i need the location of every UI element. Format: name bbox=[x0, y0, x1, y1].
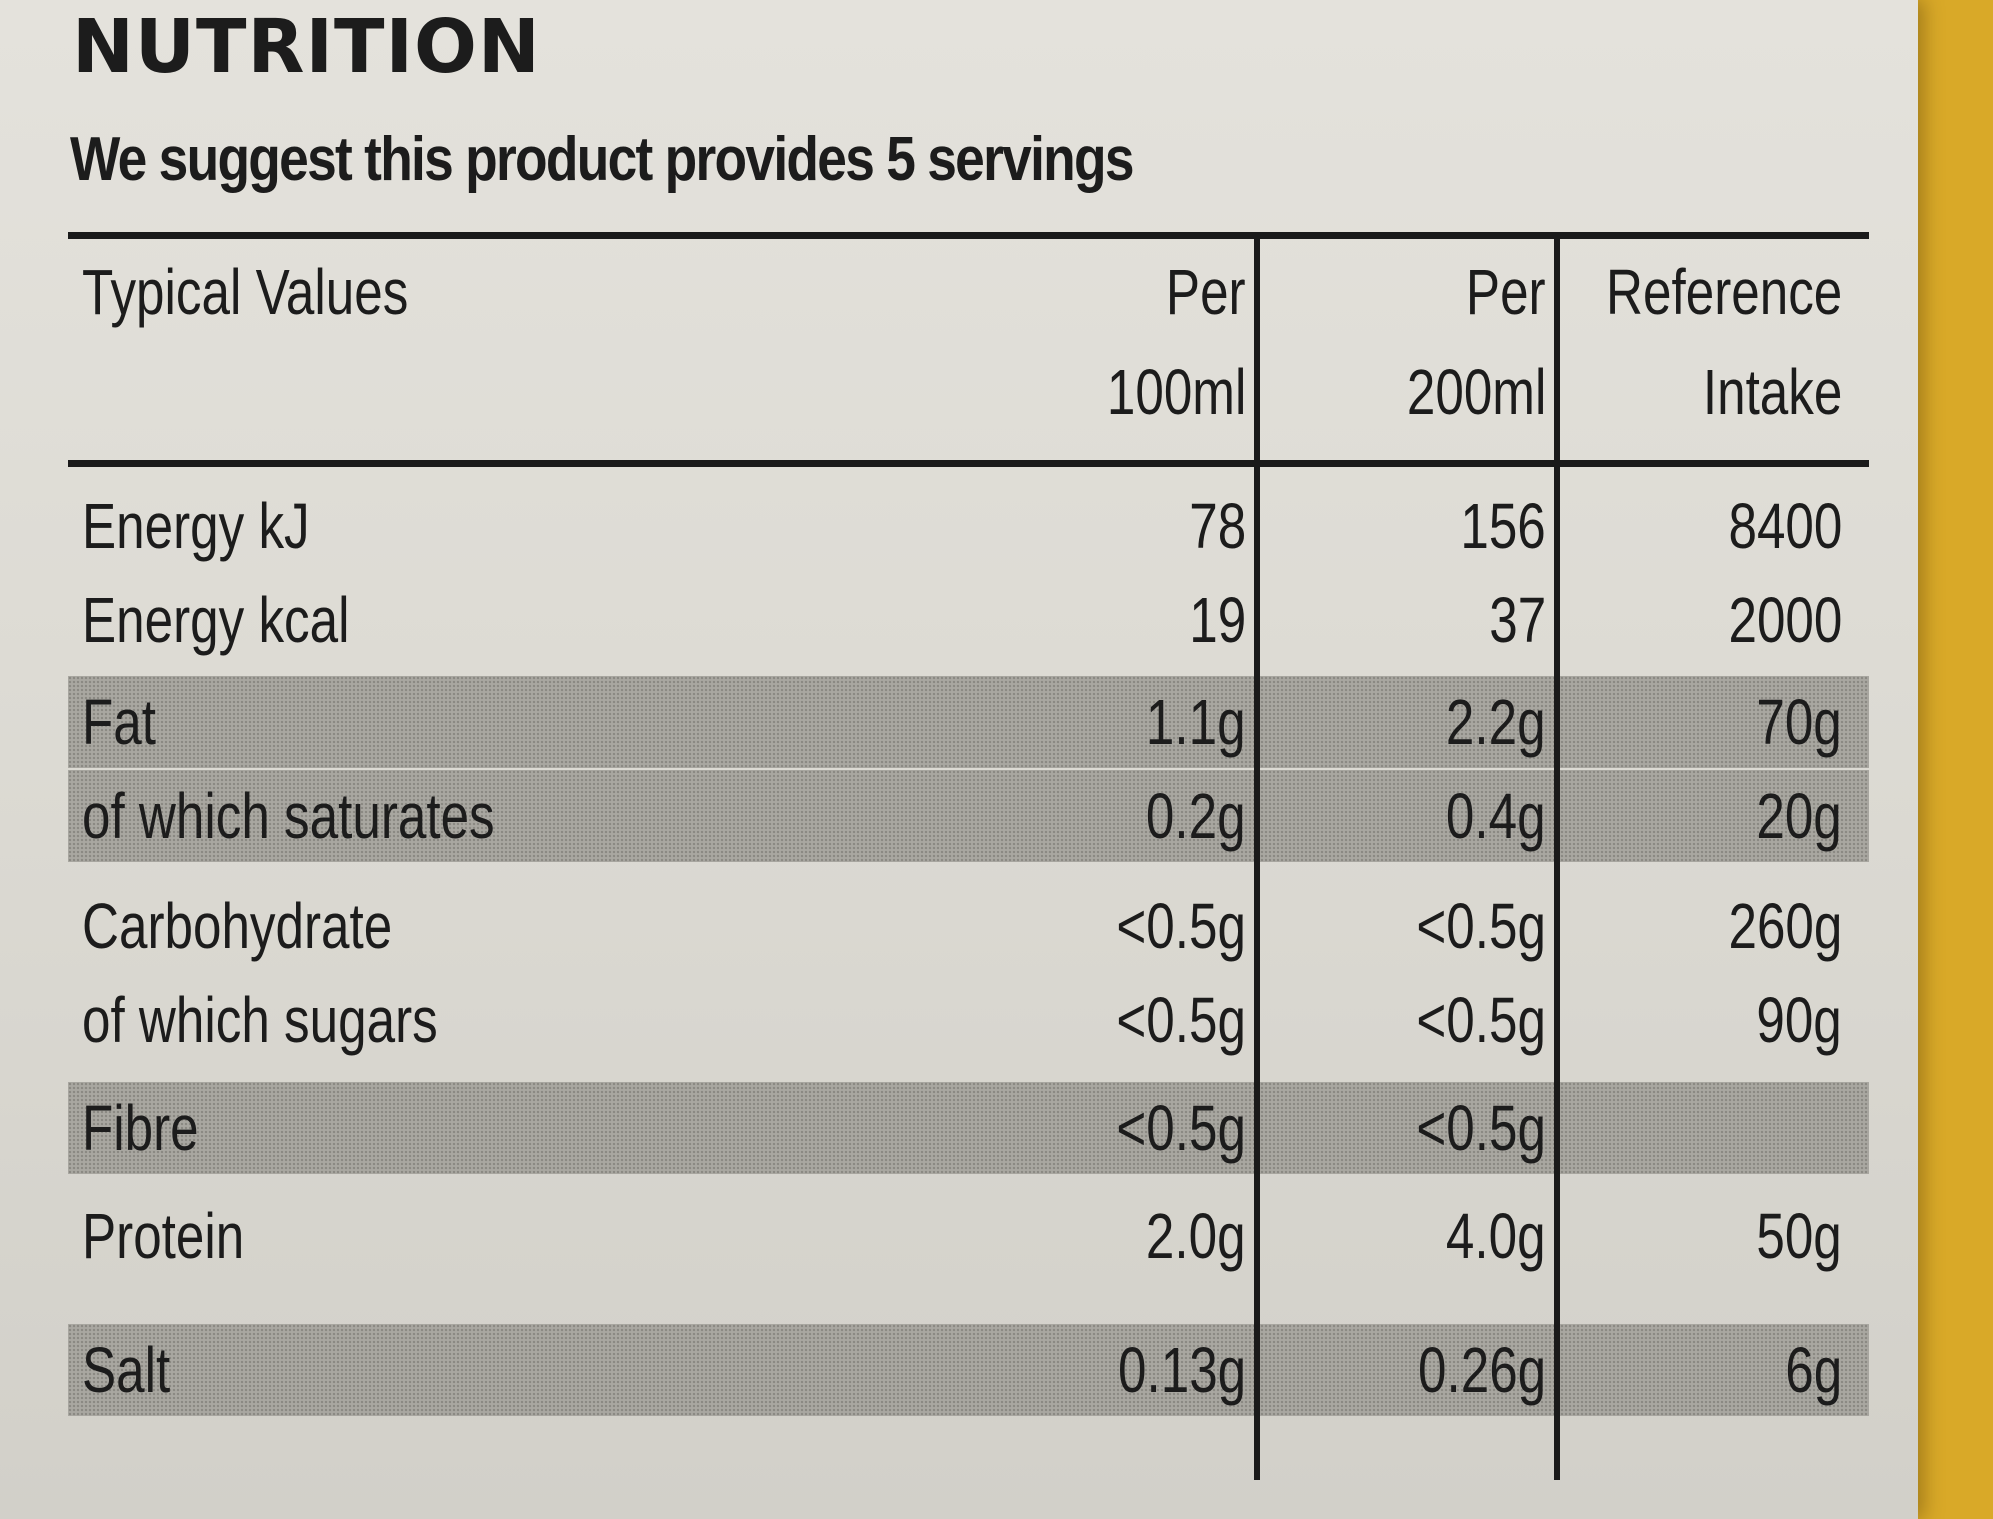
value-reference-intake: 6g bbox=[1785, 1334, 1842, 1406]
row-shading bbox=[68, 1082, 1254, 1174]
value-per-200ml: 37 bbox=[1489, 584, 1546, 656]
value-per-100ml: <0.5g bbox=[1116, 890, 1246, 962]
row-shading bbox=[68, 770, 1254, 862]
nutrition-heading: NUTRITION bbox=[72, 4, 541, 90]
value-reference-intake: 70g bbox=[1756, 686, 1842, 758]
header-reference-intake-line2: Intake bbox=[1702, 356, 1842, 428]
table-row-saturates: of which saturates 0.2g 0.4g 20g bbox=[68, 768, 1869, 864]
value-reference-intake: 260g bbox=[1728, 890, 1842, 962]
value-per-200ml: 2.2g bbox=[1446, 686, 1546, 758]
table-row-energy-kcal: Energy kcal 19 37 2000 bbox=[68, 572, 1869, 668]
value-per-100ml: 1.1g bbox=[1146, 686, 1246, 758]
value-per-100ml: 78 bbox=[1189, 490, 1246, 562]
value-per-200ml: <0.5g bbox=[1416, 1092, 1546, 1164]
table-row-carbohydrate: Carbohydrate <0.5g <0.5g 260g bbox=[68, 878, 1869, 974]
nutrient-name: of which sugars bbox=[82, 984, 438, 1056]
column-divider bbox=[1554, 232, 1560, 1480]
nutrition-label: NUTRITION We suggest this product provid… bbox=[0, 0, 1918, 1519]
table-row-energy-kj: Energy kJ 78 156 8400 bbox=[68, 478, 1869, 574]
nutrient-name: Protein bbox=[82, 1200, 245, 1272]
row-shading bbox=[1260, 1082, 1554, 1174]
value-per-100ml: <0.5g bbox=[1116, 984, 1246, 1056]
header-per-200ml-line2: 200ml bbox=[1406, 356, 1546, 428]
nutrient-name: Salt bbox=[82, 1334, 171, 1406]
row-shading bbox=[1560, 676, 1869, 768]
row-shading bbox=[1560, 770, 1869, 862]
value-reference-intake: 50g bbox=[1756, 1200, 1842, 1272]
header-per-100ml-line1: Per bbox=[1166, 256, 1246, 328]
row-shading bbox=[1260, 1324, 1554, 1416]
table-row-fibre: Fibre <0.5g <0.5g bbox=[68, 1080, 1869, 1176]
value-reference-intake: 2000 bbox=[1728, 584, 1842, 656]
nutrient-name: Fibre bbox=[82, 1092, 199, 1164]
row-shading bbox=[1260, 770, 1554, 862]
value-per-200ml: <0.5g bbox=[1416, 890, 1546, 962]
row-shading bbox=[1560, 1324, 1869, 1416]
value-per-200ml: 156 bbox=[1460, 490, 1546, 562]
nutrient-name: of which saturates bbox=[82, 780, 495, 852]
value-per-200ml: 0.26g bbox=[1417, 1334, 1546, 1406]
value-per-200ml: 4.0g bbox=[1446, 1200, 1546, 1272]
row-shading bbox=[68, 676, 1254, 768]
header-per-200ml-line1: Per bbox=[1466, 256, 1546, 328]
table-top-rule bbox=[68, 232, 1869, 239]
value-per-100ml: 0.2g bbox=[1146, 780, 1246, 852]
value-per-100ml: 0.13g bbox=[1117, 1334, 1246, 1406]
value-per-200ml: 0.4g bbox=[1446, 780, 1546, 852]
row-shading bbox=[1260, 676, 1554, 768]
servings-note: We suggest this product provides 5 servi… bbox=[70, 125, 1135, 194]
row-shading bbox=[1560, 1082, 1869, 1174]
nutrient-name: Energy kcal bbox=[82, 584, 350, 656]
nutrient-name: Carbohydrate bbox=[82, 890, 393, 962]
value-per-100ml: <0.5g bbox=[1116, 1092, 1246, 1164]
value-per-100ml: 19 bbox=[1189, 584, 1246, 656]
table-row-salt: Salt 0.13g 0.26g 6g bbox=[68, 1322, 1869, 1418]
header-reference-intake-line1: Reference bbox=[1605, 256, 1842, 328]
header-per-100ml-line2: 100ml bbox=[1106, 356, 1246, 428]
row-shading bbox=[68, 1324, 1254, 1416]
value-per-200ml: <0.5g bbox=[1416, 984, 1546, 1056]
column-divider bbox=[1254, 232, 1260, 1480]
header-typical-values: Typical Values bbox=[82, 256, 409, 328]
nutrition-table: Typical Values Per 100ml Per 200ml Refer… bbox=[68, 232, 1869, 1480]
header-divider-rule bbox=[68, 460, 1869, 467]
nutrient-name: Fat bbox=[82, 686, 156, 758]
value-reference-intake: 90g bbox=[1756, 984, 1842, 1056]
value-reference-intake: 8400 bbox=[1728, 490, 1842, 562]
table-row-protein: Protein 2.0g 4.0g 50g bbox=[68, 1188, 1869, 1284]
nutrient-name: Energy kJ bbox=[82, 490, 310, 562]
value-per-100ml: 2.0g bbox=[1146, 1200, 1246, 1272]
table-row-fat: Fat 1.1g 2.2g 70g bbox=[68, 674, 1869, 770]
value-reference-intake: 20g bbox=[1756, 780, 1842, 852]
table-row-sugars: of which sugars <0.5g <0.5g 90g bbox=[68, 972, 1869, 1068]
